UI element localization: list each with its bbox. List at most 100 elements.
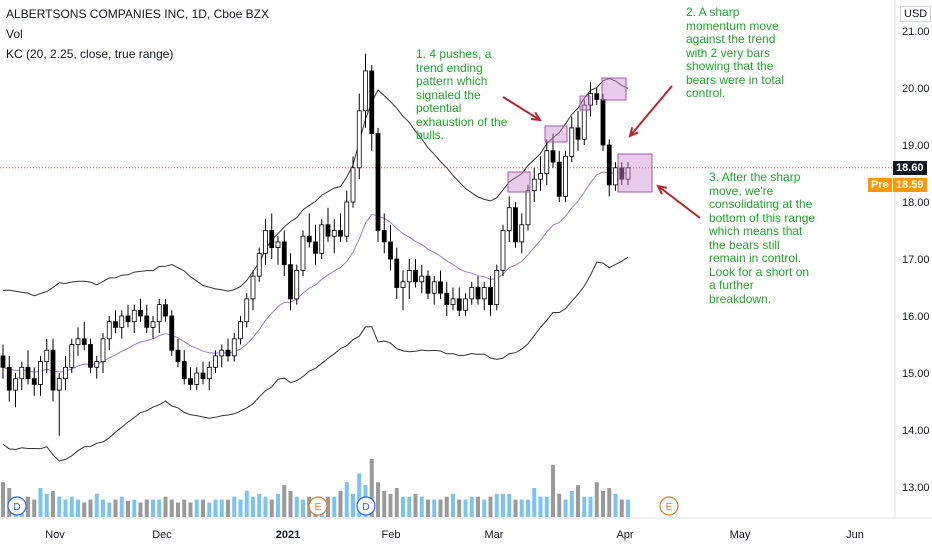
price-tick-label: 13.00 [902,482,930,494]
candle [31,378,37,385]
candle [113,321,118,328]
candle [181,361,187,380]
dividend-icon [7,496,27,516]
volume-bar [276,493,280,517]
volume-bar [238,499,243,517]
candle [225,349,231,357]
volume-bar [519,499,524,517]
candle [525,190,531,226]
volume-bar [544,496,549,517]
candle [344,201,350,237]
candle [456,298,462,311]
volume-bar [244,490,249,517]
candle [550,150,556,163]
volume-bar [163,496,168,517]
annotation-2[interactable]: 2. A sharp momentum move against the tre… [686,5,785,100]
pre-market-label: Pre [868,178,892,192]
candle [325,224,331,237]
volume-bar [57,496,62,517]
volume-bar [88,499,93,517]
candle [500,230,506,271]
volume-bar [451,493,455,517]
candle [331,230,337,237]
volume-bar [119,496,124,517]
candle [481,287,487,300]
volume-bar [126,500,130,517]
candle [494,269,500,305]
volume-bar [413,493,418,517]
volume-bar [457,499,462,517]
candle [106,321,112,340]
candle [188,378,193,385]
candle [606,144,612,186]
annotation-1[interactable]: 1. 4 pushes, a trend ending pattern whic… [416,47,508,142]
volume-bar [444,496,449,517]
volume-bar [482,499,487,517]
candle [250,275,256,300]
candle [363,70,368,112]
annotation-3[interactable]: 3. After the sharp move, we're consolida… [709,170,816,306]
candle [175,349,181,363]
candle [81,338,87,345]
volume-bar [107,502,112,517]
candle [444,292,450,306]
volume-bar [132,499,137,517]
volume-bar [419,496,424,517]
currency-label[interactable]: USD [900,6,932,22]
volume-bar [94,493,99,517]
volume-bar [144,499,149,517]
candle [156,304,162,323]
candle [125,315,131,323]
candle [594,93,600,100]
earnings-icon [659,496,679,516]
candle [419,275,425,283]
volume-bar [476,496,480,517]
volume-bar [563,499,568,517]
volume-bar [63,499,68,517]
time-tick-label: Mar [485,529,504,541]
volume-bar [607,488,612,517]
volume-bar [207,502,212,517]
candle [356,110,362,169]
earnings-icon-letter: E [315,502,322,513]
candle [50,349,56,391]
volume-bar [469,496,474,517]
annotation-arrow [656,184,701,219]
candle [563,155,568,197]
price-tick-label: 20.00 [902,83,930,95]
price-tick-label: 16.00 [902,311,930,323]
indicator-vol-label: Vol [6,27,23,41]
volume-bar [157,499,162,517]
candle [69,344,75,368]
candle [294,269,300,300]
volume-bar [569,490,574,517]
volume-bar [401,496,405,517]
volume-bar [38,488,43,517]
highlight-box [601,77,627,101]
candle [438,281,443,294]
candle [13,378,18,391]
dividend-icon-letter: D [13,502,20,513]
volume-bar [551,464,555,517]
time-tick-label: Apr [616,529,633,541]
volume-bar [357,473,362,517]
volume-bar [388,493,393,517]
volume-bar [201,499,205,517]
volume-bar [557,493,562,517]
candle [413,269,418,283]
candle [600,99,606,146]
volume-bar [576,485,580,517]
candle [56,378,62,391]
candle [350,167,356,203]
volume-bar [376,482,380,517]
candle [150,321,156,328]
candle [425,275,431,294]
volume-bar [619,499,624,517]
candle [625,167,631,180]
volume-bar [251,496,255,517]
time-tick-label: May [730,529,751,541]
time-tick-label: Feb [382,529,401,541]
volume-bar [138,502,143,517]
volume-bar [169,499,174,517]
